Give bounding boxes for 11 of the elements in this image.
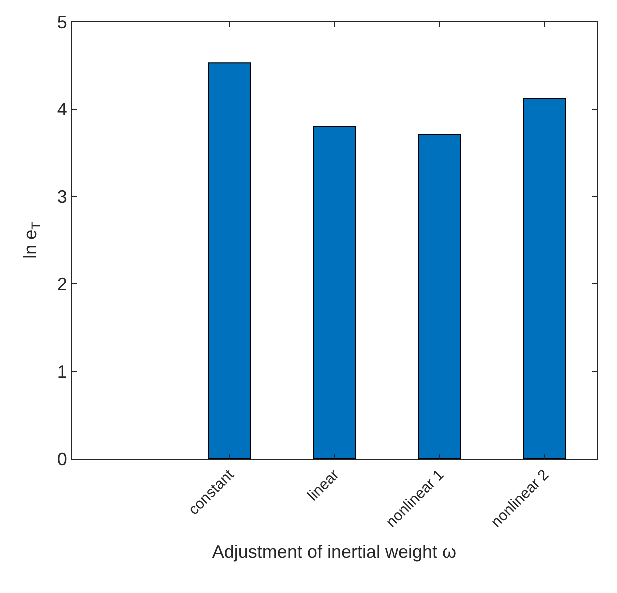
y-tick-label: 4 [57, 100, 68, 120]
x-axis-title: Adjustment of inertial weight ω [212, 542, 457, 562]
y-tick-label: 3 [57, 187, 68, 208]
y-tick-label: 5 [57, 12, 68, 32]
y-tick-label: 1 [57, 362, 68, 382]
y-tick-label: 0 [57, 449, 68, 470]
bar [418, 134, 461, 459]
y-tick-label: 2 [57, 274, 68, 294]
bar [523, 98, 566, 459]
bar [208, 62, 251, 459]
bar [313, 126, 356, 459]
